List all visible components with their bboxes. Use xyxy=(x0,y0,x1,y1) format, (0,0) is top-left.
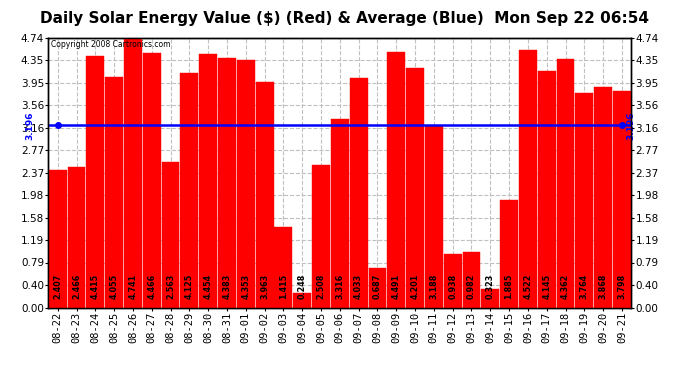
Text: 4.353: 4.353 xyxy=(241,274,250,299)
Bar xyxy=(538,71,555,308)
Text: 0.248: 0.248 xyxy=(297,274,307,299)
Text: 3.196: 3.196 xyxy=(25,111,34,140)
Bar xyxy=(575,93,593,308)
Text: 2.466: 2.466 xyxy=(72,274,81,299)
Bar xyxy=(180,72,198,308)
Text: 2.508: 2.508 xyxy=(317,274,326,299)
Bar xyxy=(387,52,405,308)
Bar xyxy=(143,53,161,307)
Bar xyxy=(444,254,462,308)
Text: 4.383: 4.383 xyxy=(222,274,231,299)
Text: 4.201: 4.201 xyxy=(411,274,420,299)
Bar xyxy=(425,126,443,308)
Text: 4.454: 4.454 xyxy=(204,274,213,299)
Bar xyxy=(406,68,424,308)
Bar xyxy=(350,78,368,308)
Bar xyxy=(161,162,179,308)
Text: 1.885: 1.885 xyxy=(504,274,513,299)
Bar xyxy=(124,38,142,308)
Bar xyxy=(368,268,386,308)
Text: 3.963: 3.963 xyxy=(260,274,269,299)
Bar xyxy=(519,50,537,308)
Text: 3.188: 3.188 xyxy=(429,274,438,299)
Bar xyxy=(218,58,236,308)
Text: 3.868: 3.868 xyxy=(599,274,608,299)
Bar xyxy=(105,76,123,308)
Text: Copyright 2008 Cartronics.com: Copyright 2008 Cartronics.com xyxy=(51,40,170,49)
Text: 3.798: 3.798 xyxy=(618,274,627,299)
Text: 4.491: 4.491 xyxy=(392,274,401,299)
Bar xyxy=(613,91,631,308)
Bar xyxy=(331,118,348,308)
Text: 4.415: 4.415 xyxy=(91,274,100,299)
Bar xyxy=(237,60,255,308)
Bar xyxy=(86,56,104,308)
Bar xyxy=(312,165,330,308)
Bar xyxy=(482,289,500,308)
Text: 4.741: 4.741 xyxy=(128,274,137,299)
Text: 4.522: 4.522 xyxy=(524,274,533,299)
Bar xyxy=(49,170,67,308)
Text: 1.415: 1.415 xyxy=(279,274,288,299)
Bar xyxy=(68,167,86,308)
Text: 3.316: 3.316 xyxy=(335,274,344,299)
Text: 2.563: 2.563 xyxy=(166,274,175,299)
Bar xyxy=(293,293,311,308)
Bar xyxy=(594,87,612,308)
Text: 0.323: 0.323 xyxy=(486,274,495,299)
Text: 4.055: 4.055 xyxy=(110,274,119,299)
Text: 0.687: 0.687 xyxy=(373,274,382,299)
Bar xyxy=(557,59,575,308)
Text: 4.033: 4.033 xyxy=(354,274,363,299)
Text: 4.362: 4.362 xyxy=(561,274,570,299)
Bar xyxy=(462,252,480,308)
Text: 4.125: 4.125 xyxy=(185,274,194,299)
Bar xyxy=(500,200,518,308)
Text: 3.196: 3.196 xyxy=(627,111,636,140)
Bar xyxy=(199,54,217,307)
Text: 4.145: 4.145 xyxy=(542,274,551,299)
Bar xyxy=(275,227,293,308)
Text: 2.407: 2.407 xyxy=(53,274,62,299)
Text: 4.466: 4.466 xyxy=(147,274,156,299)
Text: Daily Solar Energy Value ($) (Red) & Average (Blue)  Mon Sep 22 06:54: Daily Solar Energy Value ($) (Red) & Ave… xyxy=(41,11,649,26)
Text: 0.938: 0.938 xyxy=(448,274,457,299)
Text: 3.764: 3.764 xyxy=(580,274,589,299)
Text: 0.982: 0.982 xyxy=(467,274,476,299)
Bar xyxy=(256,82,273,308)
